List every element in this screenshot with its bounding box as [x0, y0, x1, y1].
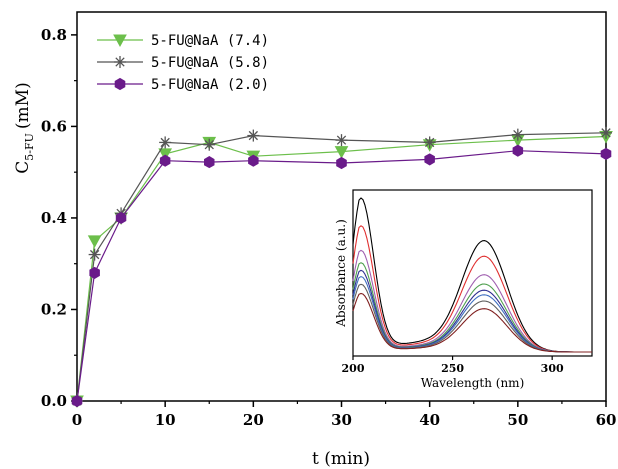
data-point [203, 138, 216, 151]
x-tick-label: 0 [72, 411, 82, 429]
series-line [76, 150, 607, 402]
data-point [335, 134, 348, 147]
y-axis-label-sub: 5-FU [23, 133, 36, 161]
y-tick-label: 0.2 [41, 300, 67, 318]
y-tick-label: 0.8 [41, 26, 67, 44]
y-axis-label-unit: (mM) [13, 82, 33, 129]
data-point [336, 156, 347, 170]
data-point [114, 56, 126, 68]
data-point-stroke [601, 128, 611, 138]
data-point [113, 34, 127, 48]
data-point-stroke [204, 140, 214, 150]
x-tick-label: 10 [155, 411, 176, 429]
data-point-stroke [336, 135, 347, 145]
data-point [600, 126, 612, 139]
data-point [600, 147, 612, 160]
data-point [71, 394, 83, 408]
data-point [89, 266, 100, 279]
data-point [248, 154, 259, 167]
legend-entry: 5-FU@NaA (7.4) [97, 33, 269, 49]
y-tick-label: 0.0 [41, 392, 67, 410]
data-point [424, 153, 435, 166]
data-point [159, 136, 172, 149]
data-point-stroke [115, 57, 125, 67]
y-axis-label: C5-FU (mM) [13, 82, 36, 173]
data-point-stroke [160, 137, 170, 148]
y-tick-label: 0.4 [41, 209, 67, 227]
x-tick-label: 20 [243, 411, 264, 429]
x-axis-label: t (min) [312, 449, 370, 469]
data-point [511, 128, 524, 141]
x-tick-label: 30 [331, 411, 352, 429]
x-tick-label: 50 [507, 411, 528, 429]
series-line [76, 132, 607, 402]
inset-x-tick-label: 300 [541, 362, 564, 375]
series-line [76, 135, 607, 402]
data-point [88, 248, 101, 261]
data-point [334, 146, 349, 159]
data-point [114, 77, 126, 91]
x-tick-label: 60 [596, 411, 617, 429]
y-axis-title: C5-FU (mM) [13, 82, 36, 173]
data-point [115, 211, 127, 224]
y-tick-label: 0.6 [41, 117, 67, 135]
inset-x-tick-label: 250 [441, 362, 464, 375]
legend-entry: 5-FU@NaA (5.8) [97, 55, 269, 71]
data-point [247, 129, 260, 142]
legend-label: 5-FU@NaA (5.8) [151, 55, 269, 71]
data-point-stroke [89, 249, 100, 260]
inset-x-axis-label: Wavelength (nm) [421, 376, 525, 390]
data-point [159, 154, 171, 167]
inset-x-tick-label: 200 [342, 362, 365, 375]
inset-y-axis-label: Absorbance (a.u.) [334, 219, 348, 328]
data-point [512, 144, 524, 157]
main-plot: 0 10 20 30 40 50 60 0.0 0.2 0.4 0.6 0.8 [41, 11, 617, 429]
series [71, 144, 612, 408]
legend: 5-FU@NaA (7.4) 5-FU@NaA (5.8) 5-FU@NaA (2.… [97, 33, 269, 93]
data-point-stroke [425, 137, 435, 148]
legend-label: 5-FU@NaA (2.0) [151, 77, 269, 93]
legend-entry: 5-FU@NaA (2.0) [97, 77, 269, 93]
data-point [87, 235, 102, 248]
x-tick-label: 40 [419, 411, 440, 429]
data-point-stroke [248, 130, 258, 141]
inset-frame [352, 189, 593, 357]
inset-chart: 200 250 300 Wavelength (nm) Absorbance (a.u.… [334, 189, 593, 390]
legend-label: 5-FU@NaA (7.4) [151, 33, 269, 49]
data-point [204, 156, 215, 169]
inset-curve [352, 292, 592, 353]
data-point [423, 136, 436, 149]
y-axis-label-main: C [13, 161, 33, 174]
data-point-stroke [513, 129, 523, 140]
data-point [158, 148, 173, 161]
